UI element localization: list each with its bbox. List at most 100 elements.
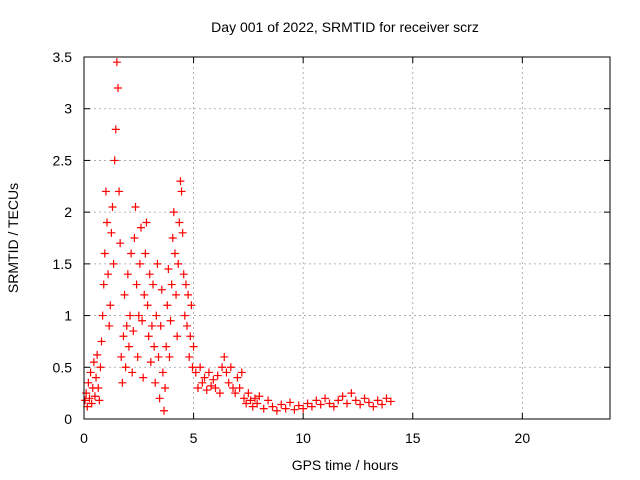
data-point bbox=[146, 358, 155, 367]
data-point bbox=[165, 352, 174, 361]
data-point bbox=[145, 270, 154, 279]
data-points bbox=[81, 58, 395, 415]
data-point bbox=[378, 400, 387, 409]
data-point bbox=[144, 332, 153, 341]
data-point bbox=[111, 125, 120, 134]
data-point bbox=[109, 259, 118, 268]
data-point bbox=[126, 311, 135, 320]
data-point bbox=[122, 321, 131, 330]
data-point bbox=[112, 58, 121, 67]
data-point bbox=[105, 321, 114, 330]
data-point bbox=[115, 187, 124, 196]
data-point bbox=[351, 396, 360, 405]
data-point bbox=[84, 378, 93, 387]
data-point bbox=[299, 404, 308, 413]
data-point bbox=[356, 400, 365, 409]
data-point bbox=[141, 249, 150, 258]
data-point bbox=[149, 280, 158, 289]
data-point bbox=[136, 223, 145, 232]
y-axis-label: SRMTID / TECUs bbox=[5, 183, 21, 293]
x-tick-label: 0 bbox=[80, 430, 88, 446]
grid bbox=[84, 57, 610, 419]
data-point bbox=[233, 373, 242, 382]
y-tick-label: 0 bbox=[64, 411, 72, 427]
data-point bbox=[189, 342, 198, 351]
data-point bbox=[155, 394, 164, 403]
data-point bbox=[312, 396, 321, 405]
data-point bbox=[215, 389, 224, 398]
data-point bbox=[166, 316, 175, 325]
data-point bbox=[117, 352, 126, 361]
y-tick-label: 1.5 bbox=[53, 256, 73, 272]
data-point bbox=[161, 383, 170, 392]
data-point bbox=[92, 373, 101, 382]
data-point bbox=[382, 394, 391, 403]
data-point bbox=[222, 368, 231, 377]
data-point bbox=[163, 301, 172, 310]
data-point bbox=[156, 321, 165, 330]
data-point bbox=[128, 368, 137, 377]
data-point bbox=[169, 208, 178, 217]
data-point bbox=[133, 352, 142, 361]
data-point bbox=[151, 378, 160, 387]
data-point bbox=[321, 394, 330, 403]
y-tick-label: 2 bbox=[64, 204, 72, 220]
data-point bbox=[98, 311, 107, 320]
data-point bbox=[154, 352, 163, 361]
data-point bbox=[294, 401, 303, 410]
data-point bbox=[138, 316, 147, 325]
data-point bbox=[207, 381, 216, 390]
data-point bbox=[143, 301, 152, 310]
data-point bbox=[132, 280, 141, 289]
data-point bbox=[96, 363, 105, 372]
data-point bbox=[360, 394, 369, 403]
data-point bbox=[200, 373, 209, 382]
data-point bbox=[168, 234, 177, 242]
data-point bbox=[253, 399, 262, 408]
data-point bbox=[104, 270, 113, 279]
data-point bbox=[329, 402, 338, 411]
data-point bbox=[120, 290, 129, 299]
data-point bbox=[95, 396, 104, 405]
data-point bbox=[204, 368, 213, 377]
data-point bbox=[220, 352, 229, 361]
data-point bbox=[272, 406, 281, 415]
data-point bbox=[281, 404, 290, 413]
x-tick-labels: 0 5 10 15 20 bbox=[80, 430, 530, 446]
data-point bbox=[239, 394, 248, 403]
y-tick-labels: 0 0.5 1 1.5 2 2.5 3 3.5 bbox=[53, 49, 73, 427]
data-point bbox=[134, 311, 143, 320]
x-tick-label: 20 bbox=[515, 430, 531, 446]
data-point bbox=[83, 402, 92, 411]
data-point bbox=[127, 249, 136, 258]
data-point bbox=[193, 383, 202, 392]
data-point bbox=[338, 392, 347, 401]
data-point bbox=[103, 218, 112, 227]
data-point bbox=[172, 290, 181, 299]
data-point bbox=[116, 239, 125, 248]
data-point bbox=[176, 177, 185, 186]
y-tick-label: 0.5 bbox=[53, 359, 73, 375]
x-tick-label: 15 bbox=[405, 430, 421, 446]
data-point bbox=[158, 368, 167, 377]
data-point bbox=[100, 249, 109, 258]
data-point bbox=[123, 270, 132, 279]
data-point bbox=[157, 285, 166, 294]
data-point bbox=[131, 202, 140, 211]
y-tick-label: 2.5 bbox=[53, 152, 73, 168]
data-point bbox=[246, 396, 255, 405]
data-point bbox=[303, 399, 312, 408]
data-point bbox=[364, 398, 373, 407]
data-point bbox=[87, 399, 96, 408]
data-point bbox=[209, 375, 218, 384]
data-point bbox=[255, 392, 264, 401]
data-point bbox=[226, 363, 235, 372]
data-point bbox=[140, 290, 149, 299]
data-point bbox=[97, 337, 106, 346]
data-point bbox=[244, 389, 253, 398]
data-point bbox=[121, 363, 130, 372]
data-point bbox=[110, 156, 119, 165]
data-point bbox=[211, 383, 220, 392]
data-point bbox=[180, 311, 189, 320]
